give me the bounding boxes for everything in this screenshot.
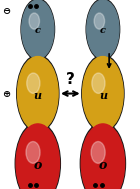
Ellipse shape	[16, 124, 60, 189]
Text: u: u	[34, 90, 42, 101]
Ellipse shape	[21, 0, 55, 60]
Text: ⊕: ⊕	[2, 89, 10, 98]
Text: c: c	[35, 26, 41, 35]
Ellipse shape	[29, 13, 39, 29]
Ellipse shape	[86, 0, 120, 60]
Ellipse shape	[27, 73, 40, 93]
Ellipse shape	[91, 142, 105, 163]
Text: c: c	[100, 26, 106, 35]
Text: o: o	[99, 159, 107, 172]
Text: u: u	[99, 90, 107, 101]
Ellipse shape	[18, 57, 58, 131]
Ellipse shape	[22, 0, 54, 59]
Ellipse shape	[82, 55, 124, 132]
Text: ?: ?	[66, 72, 74, 87]
Ellipse shape	[26, 142, 40, 163]
Ellipse shape	[17, 55, 59, 132]
Ellipse shape	[92, 73, 105, 93]
Ellipse shape	[15, 122, 60, 189]
Ellipse shape	[87, 0, 119, 59]
Ellipse shape	[81, 124, 125, 189]
Text: o: o	[34, 159, 42, 172]
Ellipse shape	[94, 13, 105, 29]
Ellipse shape	[80, 122, 125, 189]
Text: ⊖: ⊖	[2, 6, 10, 16]
Ellipse shape	[83, 57, 123, 131]
